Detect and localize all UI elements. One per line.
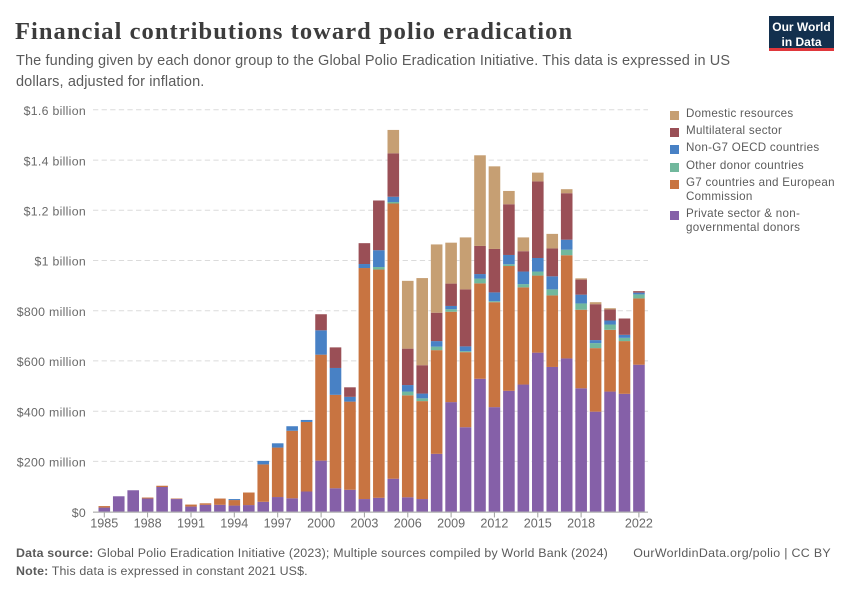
svg-text:1994: 1994 — [220, 516, 248, 530]
svg-text:$600 million: $600 million — [17, 355, 86, 369]
svg-text:2022: 2022 — [625, 516, 653, 530]
svg-text:2012: 2012 — [480, 516, 508, 530]
svg-text:1985: 1985 — [90, 516, 118, 530]
svg-text:2006: 2006 — [394, 516, 422, 530]
svg-text:$800 million: $800 million — [17, 305, 86, 319]
svg-text:$400 million: $400 million — [17, 405, 86, 419]
svg-text:2009: 2009 — [437, 516, 465, 530]
svg-text:$1.6 billion: $1.6 billion — [24, 104, 86, 118]
svg-text:$200 million: $200 million — [17, 456, 86, 470]
svg-text:$1.2 billion: $1.2 billion — [24, 205, 86, 219]
svg-text:2015: 2015 — [524, 516, 552, 530]
svg-text:1997: 1997 — [264, 516, 292, 530]
svg-text:$1 billion: $1 billion — [34, 255, 86, 269]
svg-text:1991: 1991 — [177, 516, 205, 530]
svg-text:2000: 2000 — [307, 516, 335, 530]
svg-text:$1.4 billion: $1.4 billion — [24, 154, 86, 168]
svg-text:$0: $0 — [72, 506, 86, 520]
svg-text:2018: 2018 — [567, 516, 595, 530]
svg-text:1988: 1988 — [134, 516, 162, 530]
svg-text:2003: 2003 — [350, 516, 378, 530]
